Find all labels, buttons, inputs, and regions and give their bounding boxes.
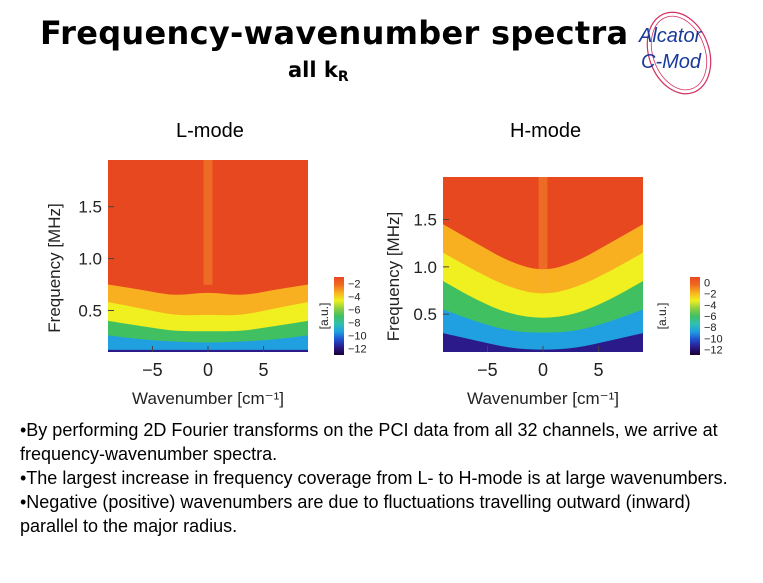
subtitle-subscript: R (337, 69, 349, 85)
panel-title-hmode: H-mode (510, 120, 582, 142)
x-tick-label: −5 (477, 360, 498, 380)
x-axis-label: Wavenumber [cm⁻¹] (467, 389, 619, 408)
y-axis-label: Frequency [MHz] (384, 212, 403, 341)
colorbar-label: [a.u.] (317, 303, 331, 330)
y-tick-label: 1.0 (78, 250, 102, 269)
colorbar (334, 277, 344, 355)
x-tick-label: 0 (538, 360, 548, 380)
colorbar-tick-label: −6 (348, 305, 361, 317)
bullet-item: •Negative (positive) wavenumbers are due… (20, 492, 691, 536)
x-tick-label: 5 (259, 360, 269, 380)
spectrum-panel-lmode: −5 0 5 0.5 1.0 1.5 Wavenumber [cm⁻¹] Frequency … (45, 160, 367, 408)
colorbar-tick-label: −6 (704, 311, 717, 323)
svg-text:Alcator: Alcator (638, 25, 703, 47)
slide-title: Frequency-wavenumber spectra (40, 14, 629, 52)
spectra-figure: −5 0 5 0.5 1.0 1.5 Wavenumber [cm⁻¹] Frequency … (45, 160, 723, 408)
y-tick-label: 0.5 (413, 305, 437, 324)
colorbar-label: [a.u.] (655, 303, 669, 330)
slide-subtitle: all kR (288, 58, 349, 85)
panel-title-lmode: L-mode (176, 120, 244, 142)
colorbar (690, 277, 700, 355)
y-tick-label: 1.5 (78, 198, 102, 217)
colorbar-tick-label: −12 (704, 344, 723, 356)
bullet-item: •The largest increase in frequency cover… (20, 468, 728, 488)
x-tick-label: −5 (142, 360, 163, 380)
spectrum-panel-hmode: −5 0 5 0.5 1.0 1.5 Wavenumber [cm⁻¹] Frequency … (384, 177, 723, 408)
alcator-logo: Alcator C-Mod (638, 11, 712, 95)
bullet-item: •By performing 2D Fourier transforms on … (20, 420, 718, 464)
colorbar-tick-label: −4 (704, 300, 717, 312)
colorbar-tick-label: 0 (704, 278, 710, 290)
y-tick-label: 0.5 (78, 301, 102, 320)
colorbar-tick-label: −2 (704, 289, 717, 301)
colorbar-tick-label: −4 (348, 292, 361, 304)
center-streak (538, 177, 548, 291)
heatmap-band (443, 333, 643, 352)
x-tick-label: 5 (594, 360, 604, 380)
colorbar-tick-label: −10 (704, 333, 723, 345)
svg-text:C-Mod: C-Mod (641, 51, 702, 73)
heatmap-band (108, 335, 308, 352)
y-axis-label: Frequency [MHz] (45, 203, 64, 332)
x-tick-label: 0 (203, 360, 213, 380)
colorbar-tick-label: −10 (348, 331, 367, 343)
x-axis-label: Wavenumber [cm⁻¹] (132, 389, 284, 408)
colorbar-tick-label: −8 (704, 322, 717, 334)
y-tick-label: 1.0 (413, 258, 437, 277)
center-streak (203, 160, 213, 285)
colorbar-tick-label: −8 (348, 318, 361, 330)
subtitle-text: all k (288, 58, 338, 82)
bullet-list: •By performing 2D Fourier transforms on … (20, 418, 750, 538)
colorbar-tick-label: −12 (348, 344, 367, 356)
heatmap-band (443, 309, 643, 352)
y-tick-label: 1.5 (413, 211, 437, 230)
colorbar-tick-label: −2 (348, 279, 361, 291)
